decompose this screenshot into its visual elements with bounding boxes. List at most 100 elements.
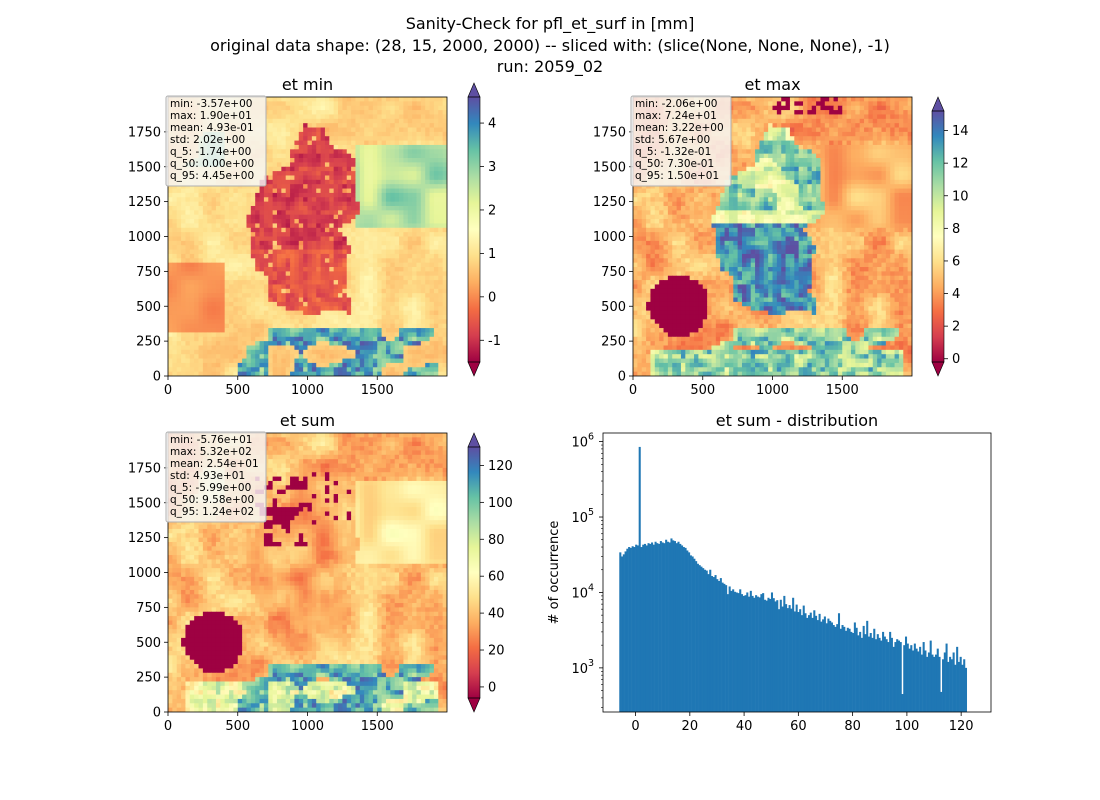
heatmap-cell — [890, 149, 895, 155]
heatmap-cell — [185, 197, 191, 203]
heatmap-cell — [320, 192, 326, 198]
heatmap-cell — [242, 328, 247, 333]
colorbar-frame — [467, 96, 481, 363]
heatmap-cell — [194, 205, 199, 211]
heatmap-cell — [329, 349, 335, 355]
heatmap-cell — [403, 323, 409, 329]
heatmap-cell — [298, 240, 304, 246]
heatmap-cell — [185, 310, 191, 316]
heatmap-cell — [338, 275, 343, 281]
heatmap-cell — [811, 97, 817, 102]
heatmap-cell — [285, 271, 291, 277]
heatmap-cell — [229, 306, 234, 312]
heatmap-cell — [198, 227, 204, 233]
heatmap-cell — [176, 249, 182, 255]
heatmap-cell — [338, 236, 343, 242]
heatmap-cell — [194, 262, 199, 268]
heatmap-cell — [276, 362, 282, 368]
heatmap-cell — [903, 110, 909, 115]
heatmap-cell — [281, 240, 287, 246]
heatmap-cell — [394, 166, 400, 172]
heatmap-cell — [194, 280, 199, 285]
heatmap-cell — [776, 101, 782, 107]
heatmap-cell — [172, 253, 178, 259]
heatmap-cell — [399, 328, 404, 333]
heatmap-cell — [202, 332, 208, 338]
heatmap-cell — [798, 131, 804, 137]
heatmap-cell — [307, 205, 313, 211]
heatmap-cell — [298, 267, 304, 272]
heatmap-cell — [433, 175, 439, 181]
heatmap-cell — [420, 140, 426, 146]
heatmap-cell — [868, 123, 874, 128]
heatmap-cell — [320, 288, 326, 294]
heatmap-cell — [768, 127, 773, 133]
heatmap-cell — [399, 214, 404, 220]
heatmap-cell — [338, 123, 343, 128]
heatmap-cell — [333, 258, 339, 264]
heatmap-cell — [246, 332, 252, 338]
heatmap-cell — [211, 323, 217, 329]
heatmap-cell — [403, 341, 409, 346]
heatmap-cell — [442, 258, 447, 264]
heatmap-cell — [294, 131, 300, 137]
heatmap-cell — [346, 310, 352, 316]
heatmap-cell — [359, 293, 365, 298]
heatmap-cell — [403, 197, 409, 203]
heatmap-cell — [737, 149, 743, 155]
heatmap-cell — [324, 136, 330, 141]
heatmap-cell — [255, 275, 260, 281]
heatmap-cell — [329, 166, 335, 172]
heatmap-cell — [412, 323, 417, 329]
heatmap-cell — [359, 310, 365, 316]
heatmap-cell — [172, 201, 178, 207]
heatmap-cell — [246, 280, 252, 285]
heatmap-cell — [320, 162, 326, 168]
heatmap-cell — [755, 110, 760, 115]
heatmap-cell — [416, 166, 422, 172]
heatmap-cell — [229, 223, 234, 229]
heatmap-cell — [746, 97, 752, 102]
heatmap-cell — [207, 258, 212, 264]
heatmap-cell — [351, 123, 356, 128]
heatmap-cell — [333, 319, 339, 325]
heatmap-cell — [259, 223, 265, 229]
heatmap-cell — [303, 371, 308, 376]
heatmap-cell — [194, 201, 199, 207]
heatmap-cell — [229, 205, 234, 211]
heatmap-cell — [211, 262, 217, 268]
heatmap-cell — [276, 358, 282, 364]
heatmap-cell — [185, 284, 191, 290]
heatmap-cell — [285, 362, 291, 368]
heatmap-cell — [425, 201, 430, 207]
heatmap-cell — [390, 280, 396, 285]
heatmap-cell — [233, 301, 239, 307]
heatmap-cell — [324, 162, 330, 168]
heatmap-cell — [829, 118, 834, 124]
heatmap-cell — [215, 201, 221, 207]
heatmap-cell — [351, 240, 356, 246]
heatmap-cell — [368, 271, 374, 277]
heatmap-cell — [372, 267, 378, 272]
heatmap-cell — [385, 201, 391, 207]
heatmap-cell — [290, 192, 295, 198]
heatmap-cell — [333, 262, 339, 268]
heatmap-cell — [181, 314, 186, 320]
heatmap-cell — [311, 110, 317, 115]
heatmap-cell — [298, 136, 304, 141]
heatmap-cell — [303, 210, 308, 216]
heatmap-cell — [359, 110, 365, 115]
heatmap-cell — [759, 101, 765, 107]
heatmap-cell — [890, 97, 895, 102]
heatmap-cell — [837, 101, 843, 107]
heatmap-cell — [381, 166, 387, 172]
heatmap-cell — [416, 184, 422, 189]
heatmap-cell — [263, 262, 269, 268]
heatmap-cell — [438, 192, 444, 198]
heatmap-cell — [224, 345, 230, 351]
heatmap-cell — [385, 210, 391, 216]
heatmap-cell — [290, 258, 295, 264]
heatmap-cell — [276, 162, 282, 168]
heatmap-cell — [877, 110, 882, 115]
heatmap-cell — [202, 275, 208, 281]
